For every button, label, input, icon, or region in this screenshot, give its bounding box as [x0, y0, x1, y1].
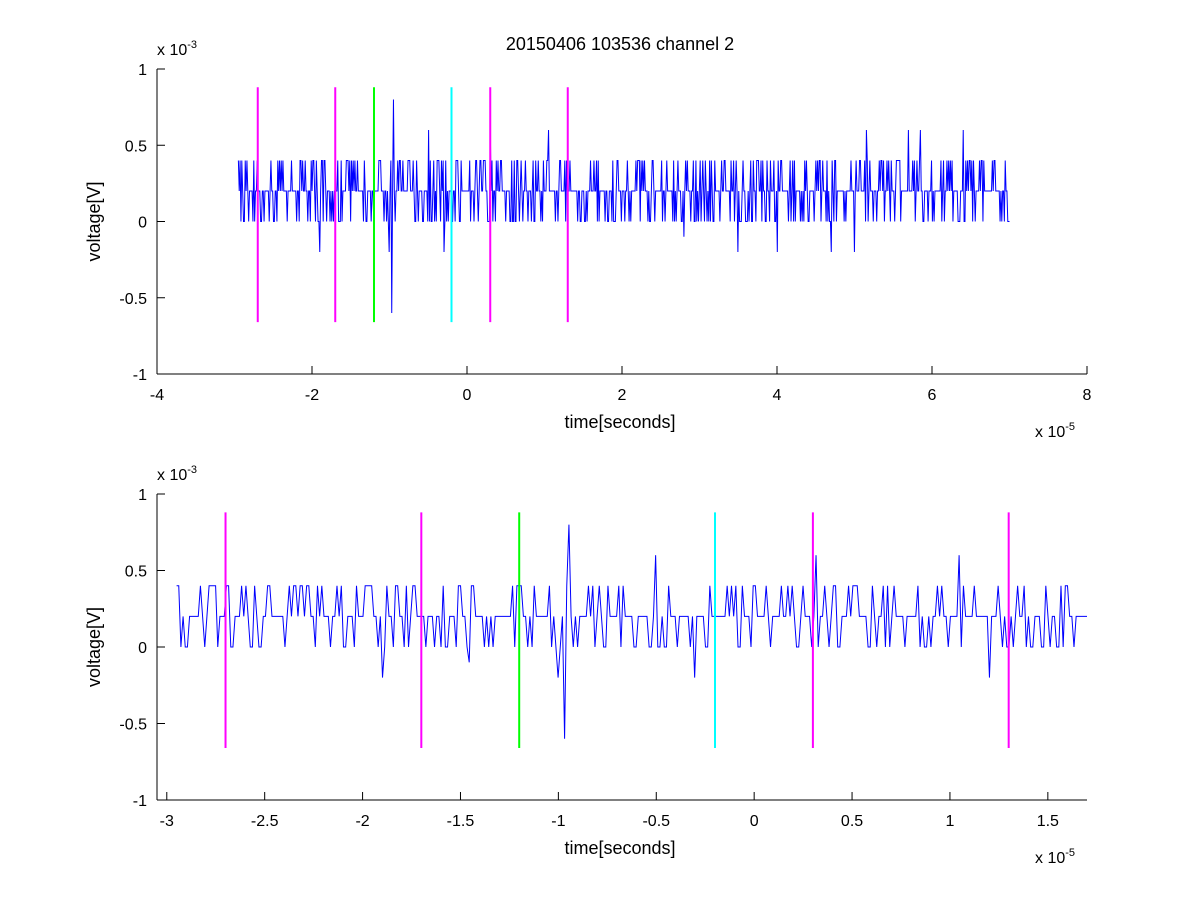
x-tick-label: -1: [551, 813, 565, 830]
x-axis-label: time[seconds]: [564, 838, 675, 858]
x-tick-label: 0.5: [841, 813, 863, 830]
x-tick-label: 0: [750, 813, 759, 830]
x-axis-exponent-label: x 10-5: [1035, 847, 1075, 867]
y-axis-label: voltage[V]: [84, 607, 104, 687]
voltage-trace-line: [237, 99, 1010, 314]
x-tick-label: -4: [150, 387, 164, 404]
y-tick-label: 0: [138, 640, 147, 657]
y-tick-label: 1: [138, 487, 147, 504]
x-tick-label: -0.5: [642, 813, 670, 830]
bottom-plot: -3 -2.5 -2 -1.5 -1 -0.5 0 0.5 1 1.5 -1 -0.5 0 0.5 1 x 1…: [84, 464, 1087, 867]
x-tick-label: 1: [945, 813, 954, 830]
figure-title: 20150406 103536 channel 2: [506, 34, 734, 54]
voltage-trace-line: [176, 524, 1087, 739]
y-tick-label: 0.5: [125, 138, 147, 155]
y-tick-label: 0.5: [125, 564, 147, 581]
x-tick-label: 6: [928, 387, 937, 404]
x-tick-label: 2: [618, 387, 627, 404]
y-tick-label: -0.5: [119, 291, 147, 308]
x-tick-label: 1.5: [1037, 813, 1059, 830]
top-plot: -4 -2 0 2 4 6 8 -1 -0.5 0 0.5 1 x 10-3 x 10-5 time[sec…: [84, 39, 1092, 441]
x-axis-exponent-label: x 10-5: [1035, 421, 1075, 441]
y-tick-label: 0: [138, 215, 147, 232]
y-tick-label: -1: [133, 793, 147, 810]
x-tick-label: -2.5: [251, 813, 279, 830]
x-tick-label: -3: [160, 813, 174, 830]
x-tick-label: -2: [305, 387, 319, 404]
x-tick-label: 0: [463, 387, 472, 404]
y-tick-label: -1: [133, 367, 147, 384]
plot-area: [157, 494, 1087, 800]
y-tick-label: 1: [138, 62, 147, 79]
x-axis-label: time[seconds]: [564, 412, 675, 432]
x-tick-label: -2: [355, 813, 369, 830]
y-axis-exponent-label: x 10-3: [157, 464, 197, 484]
y-axis-exponent-label: x 10-3: [157, 39, 197, 59]
x-tick-label: 4: [773, 387, 782, 404]
x-tick-label: 8: [1083, 387, 1092, 404]
x-tick-label: -1.5: [447, 813, 475, 830]
y-axis-label: voltage[V]: [84, 181, 104, 261]
y-tick-label: -0.5: [119, 717, 147, 734]
